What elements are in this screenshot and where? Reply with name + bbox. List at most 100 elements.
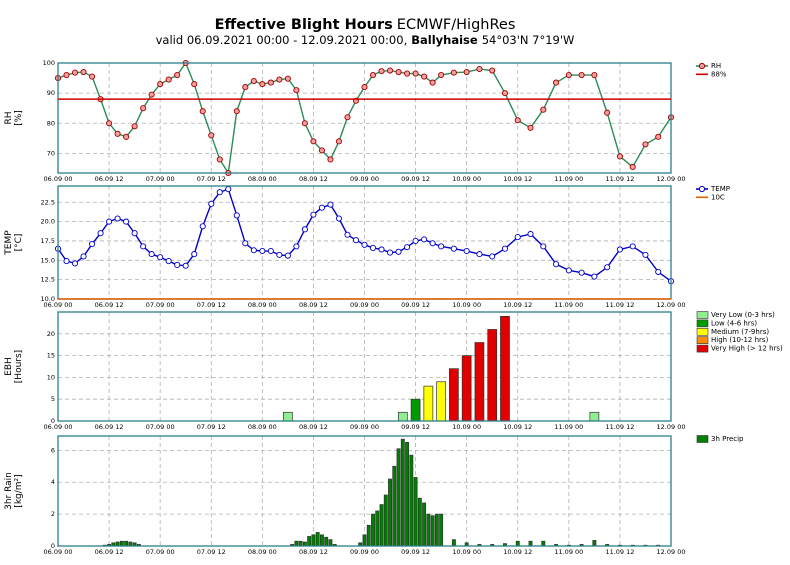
y-axis-label: RH: [4, 111, 14, 124]
legend-swatch: [696, 319, 709, 328]
data-point: [335, 215, 343, 222]
data-point: [378, 246, 385, 253]
data-point: [225, 186, 232, 193]
data-point: [318, 204, 325, 211]
bar: [294, 540, 299, 547]
legend-label: 10C: [711, 193, 725, 201]
bar: [474, 342, 485, 422]
data-point: [395, 68, 402, 76]
data-point: [80, 68, 87, 76]
x-tick-label: 08.09 12: [299, 175, 328, 183]
data-point: [233, 212, 240, 219]
data-point: [208, 200, 215, 207]
data-point: [412, 70, 419, 77]
legend-label: 88%: [711, 70, 727, 78]
data-point: [165, 258, 172, 265]
data-point: [293, 243, 300, 250]
data-point: [578, 269, 585, 276]
y-axis-label: [kg/m²]: [14, 474, 24, 507]
bar: [388, 478, 392, 547]
data-point: [71, 260, 79, 267]
data-point: [123, 218, 130, 225]
data-point: [140, 243, 147, 250]
bar: [439, 513, 444, 547]
data-point: [310, 211, 317, 218]
data-point: [604, 109, 611, 116]
title-bold: Effective Blight Hours: [215, 17, 393, 33]
plot-frame: [57, 62, 672, 174]
data-point: [591, 72, 598, 79]
data-point: [463, 247, 470, 255]
data-point: [438, 72, 445, 79]
y-axis-label: EBH: [4, 357, 14, 376]
x-tick-label: 06.09 00: [44, 301, 73, 309]
bar: [426, 513, 431, 547]
data-point: [310, 138, 317, 145]
data-point: [514, 117, 521, 124]
data-point: [157, 254, 164, 261]
legend-label: 3h Precip: [711, 435, 744, 443]
x-tick-label: 10.09 00: [452, 423, 481, 431]
y-tick-label: 90: [47, 89, 55, 97]
y-tick-label: 2: [51, 510, 55, 518]
data-point: [395, 248, 402, 255]
x-tick-label: 11.09 00: [554, 175, 583, 183]
y-tick-label: 6: [51, 446, 55, 454]
legend-label: Very Low (0-3 hrs): [711, 311, 775, 319]
data-point: [655, 133, 662, 140]
data-point: [250, 78, 257, 85]
data-point: [199, 223, 206, 230]
bar: [298, 540, 303, 547]
data-line: [57, 188, 672, 282]
y-tick-label: 12.5: [41, 276, 55, 284]
y-tick-label: 22.5: [41, 198, 55, 206]
bar: [396, 448, 401, 547]
x-tick-label: 09.09 00: [350, 548, 379, 556]
x-tick-label: 09.09 12: [401, 423, 430, 431]
data-point: [655, 268, 662, 275]
x-tick-label: 10.09 00: [452, 301, 481, 309]
data-point: [97, 230, 104, 237]
x-tick-label: 06.09 00: [44, 423, 73, 431]
x-tick-label: 08.09 00: [248, 423, 277, 431]
y-tick-label: 0: [51, 542, 55, 550]
legend-swatch: [696, 336, 709, 345]
x-tick-label: 11.09 12: [605, 301, 634, 309]
data-point: [527, 230, 534, 238]
legend-label: TEMP: [710, 185, 730, 193]
y-axis-label: [°C]: [14, 234, 24, 252]
bar: [397, 411, 408, 422]
x-tick-label: 10.09 00: [452, 175, 481, 183]
data-point: [259, 81, 266, 88]
data-point: [148, 91, 155, 98]
legend-marker: [698, 185, 706, 193]
data-point: [642, 251, 649, 258]
data-point: [616, 246, 623, 253]
data-point: [450, 245, 457, 252]
data-point: [89, 73, 96, 80]
subtitle-bold: Ballyhaise: [411, 33, 478, 47]
bar: [436, 381, 446, 422]
data-point: [242, 84, 249, 91]
x-tick-label: 06.09 00: [44, 175, 73, 183]
data-point: [335, 138, 343, 145]
y-tick-label: 10: [47, 373, 55, 381]
chart-title: Effective Blight Hours ECMWF/HighRes: [215, 17, 516, 33]
legend-label: Very High (> 12 hrs): [711, 345, 783, 353]
data-point: [344, 114, 351, 121]
bar: [379, 504, 384, 547]
bar: [366, 524, 371, 547]
data-point: [540, 243, 547, 250]
data-point: [527, 124, 534, 131]
x-tick-label: 07.09 00: [146, 175, 175, 183]
y-tick-label: 70: [47, 149, 55, 157]
x-tick-label: 06.09 12: [95, 423, 124, 431]
data-point: [429, 79, 436, 86]
y-axis-label: 3hr Rain: [4, 472, 14, 510]
bar: [319, 534, 324, 547]
bar: [371, 513, 375, 547]
y-tick-label: 10.0: [41, 295, 55, 303]
y-tick-label: 15: [47, 352, 55, 360]
data-point: [489, 67, 496, 74]
legend-marker: [698, 62, 706, 70]
